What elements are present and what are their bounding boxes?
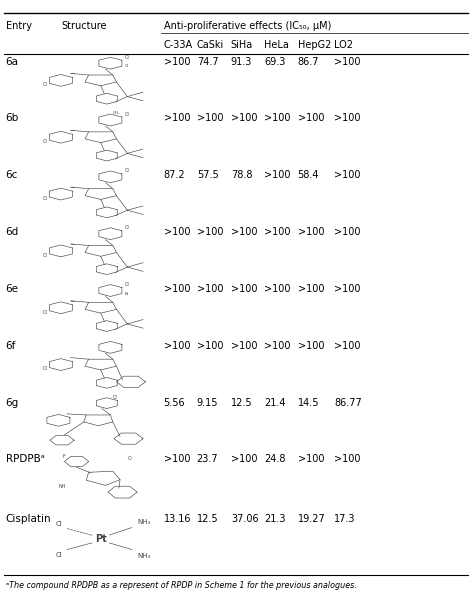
Text: 6f: 6f [6, 340, 16, 351]
Text: 21.4: 21.4 [264, 398, 285, 407]
Text: Cl: Cl [43, 82, 47, 87]
Text: NH₃: NH₃ [137, 519, 150, 525]
Text: >100: >100 [334, 340, 361, 351]
Text: 6c: 6c [6, 170, 18, 180]
Text: 12.5: 12.5 [231, 398, 253, 407]
Text: 13.16: 13.16 [164, 514, 191, 524]
Text: Pt: Pt [95, 534, 107, 544]
Text: 6g: 6g [6, 398, 19, 407]
Text: HeLa: HeLa [264, 40, 289, 50]
Text: >100: >100 [298, 227, 324, 237]
Text: >100: >100 [231, 284, 257, 294]
Text: F: F [62, 454, 65, 459]
Text: >100: >100 [164, 340, 190, 351]
Text: 78.8: 78.8 [231, 170, 252, 180]
Text: 14.5: 14.5 [298, 398, 319, 407]
Text: >100: >100 [334, 454, 361, 465]
Text: 91.3: 91.3 [231, 57, 252, 66]
Text: Entry: Entry [6, 21, 32, 31]
Text: 87.2: 87.2 [164, 170, 185, 180]
Text: 6e: 6e [6, 284, 18, 294]
Text: Cl: Cl [125, 55, 130, 60]
Text: ᵃThe compound RPDPB as a represent of RPDP in Scheme 1 for the previous analogue: ᵃThe compound RPDPB as a represent of RP… [6, 581, 356, 590]
Text: >100: >100 [334, 57, 361, 66]
Text: Cl: Cl [55, 551, 62, 558]
Text: >100: >100 [334, 227, 361, 237]
Text: HepG2: HepG2 [298, 40, 331, 50]
Text: 69.3: 69.3 [264, 57, 285, 66]
Text: >100: >100 [334, 170, 361, 180]
Text: C-33A: C-33A [164, 40, 192, 50]
Text: 58.4: 58.4 [298, 170, 319, 180]
Text: Cl: Cl [125, 226, 130, 230]
Text: >100: >100 [264, 170, 291, 180]
Text: >100: >100 [231, 454, 257, 465]
Text: 24.8: 24.8 [264, 454, 285, 465]
Text: 6a: 6a [6, 57, 18, 66]
Text: 6d: 6d [6, 227, 19, 237]
Text: 5.56: 5.56 [164, 398, 185, 407]
Text: Cl: Cl [43, 139, 47, 144]
Text: Cl: Cl [43, 196, 47, 201]
Text: Cisplatin: Cisplatin [6, 514, 51, 524]
Text: >100: >100 [334, 113, 361, 123]
Text: >100: >100 [298, 284, 324, 294]
Text: NH₃: NH₃ [137, 553, 150, 559]
Text: CaSki: CaSki [197, 40, 224, 50]
Text: 6b: 6b [6, 113, 19, 123]
Text: 37.06: 37.06 [231, 514, 258, 524]
Text: >100: >100 [231, 113, 257, 123]
Text: Cl: Cl [125, 282, 130, 287]
Text: >100: >100 [298, 340, 324, 351]
Text: 12.5: 12.5 [197, 514, 219, 524]
Text: Cl: Cl [43, 367, 47, 371]
Text: 17.3: 17.3 [334, 514, 356, 524]
Text: Cl: Cl [113, 395, 118, 400]
Text: 19.27: 19.27 [298, 514, 326, 524]
Text: Cl: Cl [125, 64, 129, 69]
Text: 23.7: 23.7 [197, 454, 219, 465]
Text: >100: >100 [197, 113, 223, 123]
Text: CH₃: CH₃ [113, 111, 120, 115]
Text: 57.5: 57.5 [197, 170, 219, 180]
Text: O: O [128, 456, 131, 461]
Text: >100: >100 [197, 284, 223, 294]
Text: Structure: Structure [62, 21, 107, 31]
Text: Cl: Cl [43, 309, 47, 314]
Text: >100: >100 [164, 57, 190, 66]
Text: >100: >100 [164, 227, 190, 237]
Text: >100: >100 [298, 113, 324, 123]
Text: >100: >100 [231, 340, 257, 351]
Text: Cl: Cl [55, 520, 62, 527]
Text: 86.7: 86.7 [298, 57, 319, 66]
Text: >100: >100 [334, 284, 361, 294]
Text: >100: >100 [197, 227, 223, 237]
Text: >100: >100 [264, 113, 291, 123]
Text: RPDPBᵃ: RPDPBᵃ [6, 454, 45, 465]
Text: SiHa: SiHa [231, 40, 253, 50]
Text: >100: >100 [264, 284, 291, 294]
Text: Cl: Cl [43, 253, 47, 258]
Text: >100: >100 [197, 340, 223, 351]
Text: Cl: Cl [125, 168, 130, 173]
Text: >100: >100 [298, 454, 324, 465]
Text: 86.77: 86.77 [334, 398, 362, 407]
Text: >100: >100 [164, 454, 190, 465]
Text: Br: Br [125, 292, 129, 296]
Text: >100: >100 [264, 340, 291, 351]
Text: >100: >100 [164, 284, 190, 294]
Text: LO2: LO2 [334, 40, 353, 50]
Text: Anti-proliferative effects (IC₅₀, μM): Anti-proliferative effects (IC₅₀, μM) [164, 21, 331, 31]
Text: Cl: Cl [125, 112, 130, 117]
Text: 74.7: 74.7 [197, 57, 219, 66]
Text: 21.3: 21.3 [264, 514, 285, 524]
Text: >100: >100 [264, 227, 291, 237]
Text: >100: >100 [164, 113, 190, 123]
Text: NH: NH [58, 484, 66, 489]
Text: >100: >100 [231, 227, 257, 237]
Text: 9.15: 9.15 [197, 398, 218, 407]
